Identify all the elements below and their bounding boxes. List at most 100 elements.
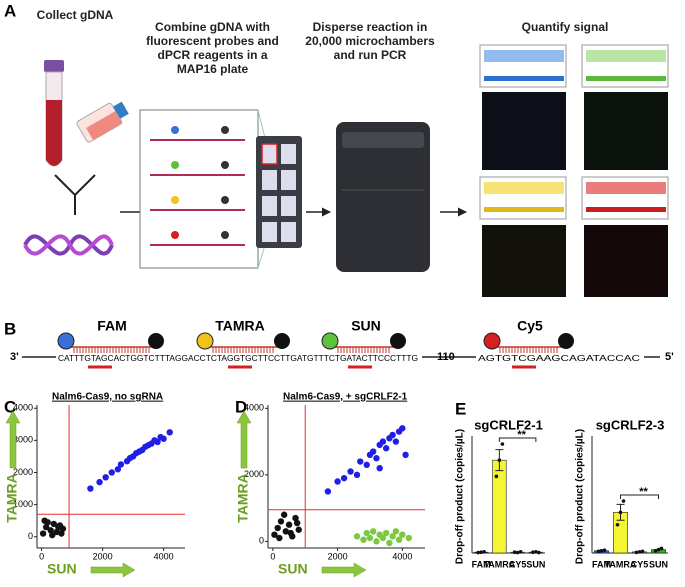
replicate-point (653, 548, 658, 553)
y-axis-label: TAMRA (4, 473, 20, 523)
replicate-point (656, 547, 661, 552)
step-title: Disperse reaction in 20,000 microchamber… (305, 20, 435, 62)
fluorophore (483, 332, 501, 350)
replicate-point (637, 550, 642, 554)
point (50, 520, 57, 528)
replicate-point (518, 549, 523, 554)
panel-label: A (4, 1, 16, 20)
point (285, 521, 293, 528)
replicate-point (512, 550, 517, 554)
point (292, 514, 299, 522)
x-tick-label: CY5 (631, 559, 649, 569)
quencher (390, 333, 406, 349)
replicate-point (602, 548, 607, 552)
replicate-point (482, 549, 486, 554)
x-tick-label: TAMRA (483, 559, 515, 569)
x-tick-label: CY5 (509, 559, 527, 569)
replicate-point (596, 549, 601, 554)
point (324, 488, 332, 495)
point (108, 469, 115, 476)
replicate-point (599, 548, 604, 553)
y-tick-label: 0 (259, 536, 264, 546)
probe-name: FAM (97, 318, 127, 334)
replicate-point (640, 549, 645, 554)
fluorophore (196, 332, 214, 350)
point (373, 538, 380, 545)
point (363, 529, 370, 537)
point (154, 438, 161, 446)
result-thumbnails (479, 44, 669, 297)
dna-strand (23, 234, 114, 256)
point (96, 478, 103, 486)
point (160, 435, 167, 442)
replicate-point (615, 522, 620, 527)
replicate-point (494, 474, 499, 479)
point (58, 530, 65, 537)
probe-box (139, 109, 259, 269)
replicate-point (497, 458, 502, 462)
x-tick-label: 4000 (154, 551, 174, 561)
tube-cap (44, 60, 64, 72)
point (353, 471, 361, 479)
axis-arrow (5, 410, 21, 469)
point (166, 429, 173, 436)
gap-length: 110 (437, 351, 455, 363)
replicate-point (476, 550, 480, 555)
point (42, 523, 50, 531)
point (379, 438, 387, 445)
replicate-point (479, 550, 483, 554)
replicate-point (531, 550, 535, 554)
x-tick-label: 0 (39, 551, 44, 561)
highlight-well (261, 143, 278, 165)
significance-bracket (620, 494, 659, 500)
y-axis-label: Drop-off product (copies/µL) (455, 429, 466, 564)
point (360, 536, 367, 543)
x-axis-label: SUN (47, 561, 77, 577)
x-tick-label: 2000 (93, 551, 113, 561)
probe-name: TAMRA (215, 318, 265, 334)
point (280, 511, 288, 518)
sequence: CATTTGTAGCACTGGTCTTTAGGACCTCTAGGTGCTTCCT… (58, 354, 418, 363)
point (295, 526, 302, 533)
y-tick-label: 4000 (13, 403, 33, 413)
x-tick-label: FAM (472, 559, 491, 569)
chart-title: sgCRLF2-3 (596, 417, 665, 432)
point (366, 534, 374, 542)
point (334, 478, 341, 485)
x-tick-label: TAMRA (605, 559, 637, 569)
panel-label: E (455, 399, 466, 418)
y-tick-label: 1000 (13, 499, 33, 509)
point (55, 523, 62, 531)
point (392, 528, 400, 535)
point (117, 461, 125, 468)
y-tick-label: 0 (28, 531, 33, 541)
point (402, 451, 409, 459)
point (114, 466, 122, 473)
x-tick-label: 4000 (392, 551, 412, 561)
point (389, 533, 396, 540)
instrument-lid (342, 132, 424, 148)
replicate-point (659, 546, 664, 551)
point (87, 485, 94, 492)
plate-wells (262, 144, 296, 242)
point (271, 531, 278, 538)
point (340, 474, 348, 482)
x-tick-label: FAM (592, 559, 611, 569)
point (405, 534, 413, 542)
point (102, 474, 109, 481)
probe-name: Cy5 (517, 318, 543, 334)
probe-diagram: 3' 5' CATTTGTAGCACTGGTCTTTAGGACCTCTAGGTGCT… (10, 318, 674, 369)
chart-title: Nalm6-Cas9, + sgCRLF2-1 (283, 392, 408, 403)
merge-lines (54, 174, 96, 215)
point (392, 438, 400, 445)
point (379, 534, 387, 542)
strand-gap (476, 354, 644, 360)
x-tick-label: 2000 (328, 551, 348, 561)
axis-arrow (321, 562, 367, 578)
replicate-point (621, 499, 626, 503)
x-tick-label: 0 (270, 551, 275, 561)
x-tick-label: SUN (649, 559, 668, 569)
y-tick-label: 4000 (244, 403, 264, 413)
replicate-point (618, 510, 623, 515)
